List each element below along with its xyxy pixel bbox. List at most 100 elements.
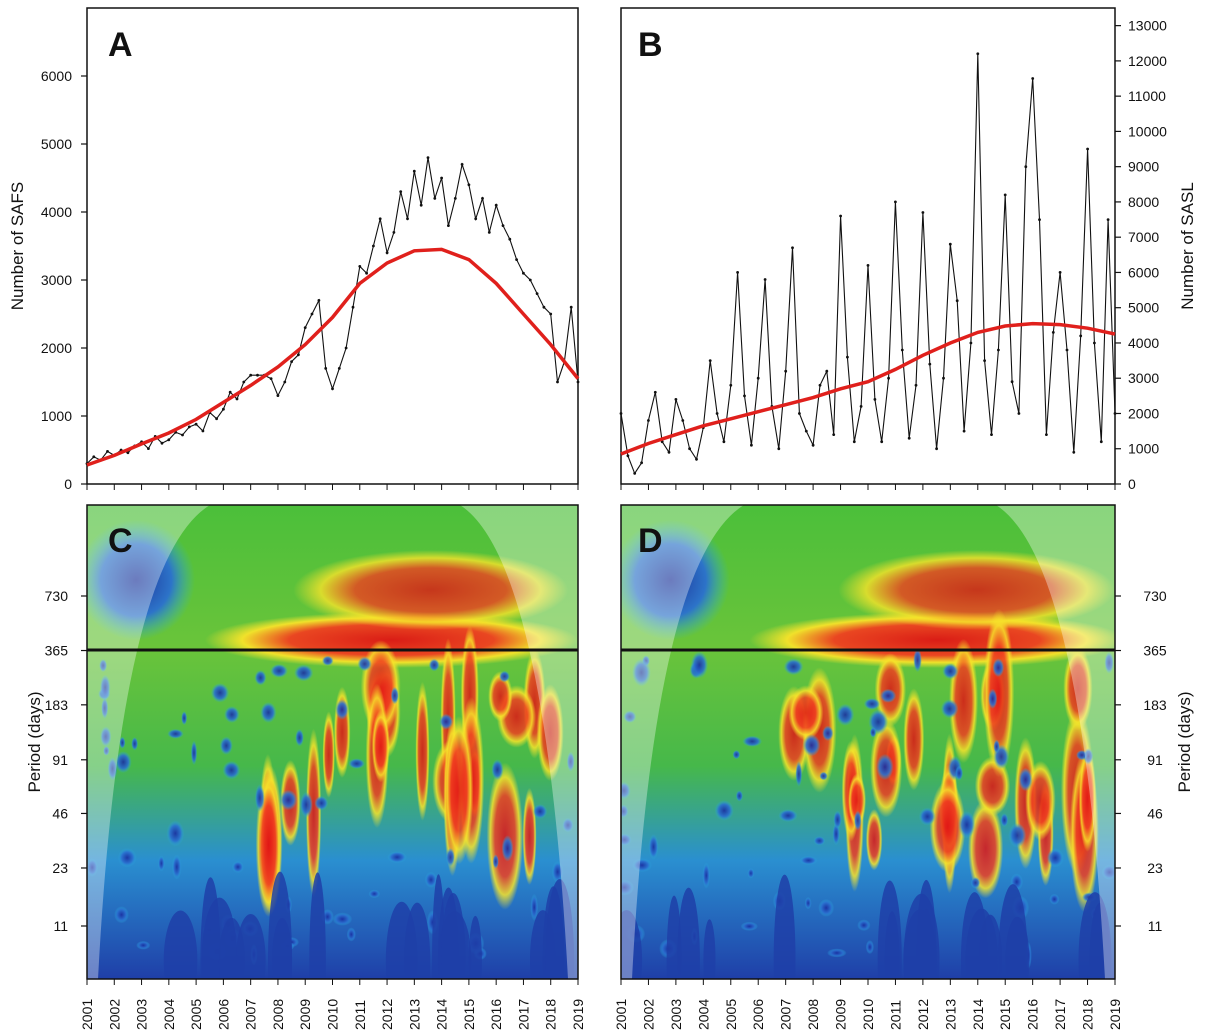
data-point [955, 299, 959, 303]
panel-d-y-ticks: 730 365 183 91 46 23 11 [1115, 588, 1167, 934]
data-point [688, 447, 691, 451]
data-point [942, 376, 945, 380]
data-point [106, 450, 109, 453]
panel-a-letter: A [108, 26, 133, 64]
data-point [681, 419, 685, 422]
y-tick-label: 7000 [1128, 229, 1159, 245]
data-point [935, 447, 938, 451]
data-point [1086, 147, 1089, 151]
y-tick-label: 1000 [1128, 441, 1159, 457]
data-point [1058, 271, 1062, 274]
data-point [729, 383, 733, 387]
data-point [508, 237, 512, 241]
y-tick-label: 11000 [1128, 88, 1166, 104]
data-point [777, 447, 781, 451]
data-point [317, 299, 321, 302]
x-tick-label: 2014 [434, 999, 450, 1030]
x-tick-label: 2013 [942, 999, 958, 1030]
y-tick-label: 365 [1143, 643, 1167, 659]
y-tick-label: 4000 [41, 204, 72, 220]
data-point [269, 377, 273, 380]
data-point [310, 312, 314, 316]
panel-b: B 0 1000 2000 3000 4000 5000 6000 7000 8000 9000 1… [619, 7, 1197, 492]
x-tick-label: 2001 [79, 999, 95, 1030]
panel-d: D 730 365 183 91 46 23 11 2001 2002 2003 2004 2005… [613, 504, 1194, 1030]
x-tick-label: 2008 [805, 999, 821, 1030]
data-point [1017, 412, 1021, 415]
x-tick-label: 2019 [1107, 999, 1123, 1030]
x-tick-label: 2016 [488, 999, 504, 1030]
data-point [494, 203, 498, 207]
y-tick-label: 4000 [1128, 335, 1159, 351]
y-tick-label: 11 [53, 918, 68, 934]
data-point [1051, 331, 1055, 334]
panel-d-letter: D [638, 522, 663, 560]
y-tick-label: 2000 [41, 340, 72, 356]
x-tick-label: 2011 [352, 1000, 368, 1030]
panel-d-cone-of-influence [621, 505, 1115, 979]
y-tick-label: 46 [52, 805, 68, 821]
panel-a-y-axis-title: Number of SAFS [8, 182, 27, 311]
data-point [147, 447, 150, 450]
x-tick-label: 2003 [668, 999, 684, 1030]
x-tick-label: 2016 [1025, 999, 1041, 1030]
x-tick-label: 2001 [613, 999, 629, 1030]
data-point [297, 353, 300, 357]
x-tick-label: 2012 [379, 999, 395, 1030]
panel-c-heatmap [87, 505, 578, 979]
data-point [1003, 193, 1007, 197]
data-point [228, 390, 232, 394]
panel-c-x-ticks: 2001 2002 2003 2004 2005 2006 2007 2008 2009 2010… [79, 979, 586, 1030]
y-tick-label: 12000 [1128, 53, 1167, 69]
y-tick-label: 5000 [1128, 300, 1159, 316]
data-point [695, 457, 698, 461]
x-tick-label: 2003 [134, 999, 150, 1030]
data-point [907, 436, 911, 440]
y-tick-label: 6000 [41, 68, 72, 84]
panel-a-trend-series [86, 247, 580, 467]
x-tick-label: 2007 [243, 999, 259, 1030]
y-tick-label: 6000 [1128, 264, 1159, 280]
y-tick-label: 8000 [1128, 194, 1159, 210]
y-tick-label: 730 [1143, 588, 1167, 604]
y-tick-label: 5000 [41, 136, 72, 152]
data-point [1072, 450, 1076, 454]
data-point [460, 163, 464, 166]
data-point [399, 190, 403, 194]
data-point [419, 203, 423, 207]
data-point [467, 183, 471, 187]
data-point [1031, 77, 1035, 80]
data-point [331, 387, 334, 391]
data-point [249, 373, 253, 377]
y-tick-label: 183 [45, 697, 69, 713]
x-tick-label: 2009 [297, 999, 313, 1030]
data-point [392, 231, 396, 234]
data-point [846, 355, 849, 359]
x-tick-label: 2018 [543, 999, 559, 1030]
y-tick-label: 11 [1148, 918, 1163, 934]
data-point [880, 440, 884, 444]
y-tick-label: 2000 [1128, 405, 1159, 421]
data-point [997, 348, 1000, 352]
x-tick-label: 2012 [915, 999, 931, 1030]
y-tick-label: 183 [1143, 697, 1167, 713]
data-point [235, 397, 239, 401]
data-point [194, 422, 198, 426]
data-point [1099, 440, 1103, 444]
data-point [522, 271, 525, 275]
x-tick-label: 2015 [461, 999, 477, 1030]
x-tick-label: 2004 [161, 999, 177, 1030]
data-point [667, 450, 671, 454]
data-point [1106, 218, 1110, 222]
panel-b-letter: B [638, 26, 663, 64]
data-point [242, 380, 246, 384]
data-point [798, 412, 801, 415]
data-point [276, 394, 280, 397]
x-tick-label: 2015 [997, 999, 1013, 1030]
data-point [324, 367, 328, 370]
data-point [900, 348, 904, 352]
data-point [556, 380, 559, 384]
data-point [256, 373, 259, 377]
data-point [1079, 334, 1083, 338]
x-tick-label: 2010 [325, 999, 341, 1030]
